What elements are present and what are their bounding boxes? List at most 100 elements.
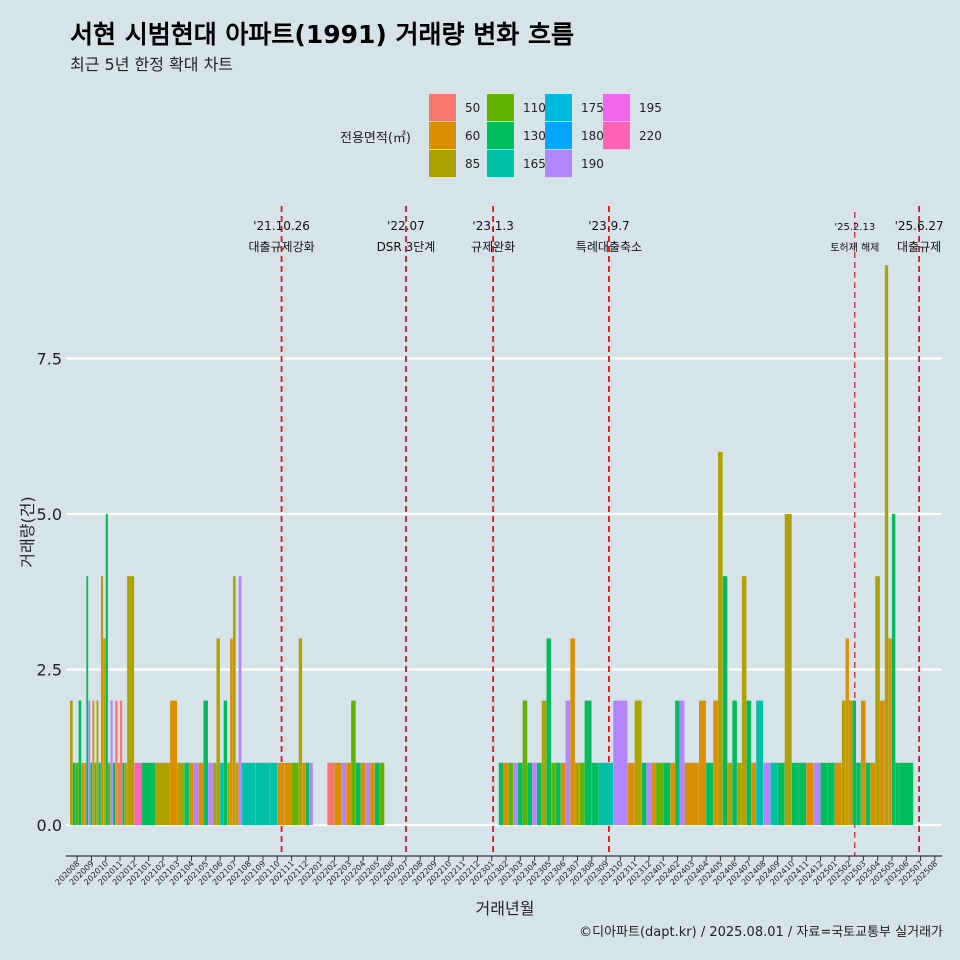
- bar: [532, 762, 537, 825]
- bar: [591, 762, 599, 825]
- bar: [684, 762, 699, 825]
- bar: [498, 762, 504, 825]
- legend-key: [487, 122, 514, 149]
- legend-label: 220: [639, 129, 662, 143]
- bar: [777, 762, 785, 825]
- bar: [865, 762, 871, 825]
- legend-key: [429, 122, 456, 149]
- bar: [763, 762, 771, 825]
- bar: [115, 700, 118, 825]
- event-label: 규제완화: [471, 240, 515, 254]
- bar: [117, 762, 120, 825]
- bar: [560, 762, 566, 825]
- bar: [888, 638, 892, 825]
- event-date: '25.2.13: [834, 222, 875, 233]
- legend-key: [429, 94, 456, 121]
- legend-key: [545, 150, 572, 177]
- bar: [284, 762, 292, 825]
- bar: [227, 762, 230, 825]
- event-label: DSR 3단계: [377, 240, 436, 254]
- bar: [598, 762, 614, 825]
- legend-label: 195: [639, 101, 662, 115]
- bar: [298, 638, 303, 825]
- bar: [613, 700, 628, 825]
- bar: [827, 762, 835, 825]
- bar: [305, 762, 310, 825]
- bar: [110, 700, 113, 825]
- legend-label: 110: [523, 101, 546, 115]
- event-date: '25.6.27: [895, 219, 944, 233]
- event-date: '22.07: [387, 219, 425, 233]
- bar: [241, 762, 256, 825]
- bar: [791, 762, 799, 825]
- bar: [556, 762, 561, 825]
- bar: [220, 762, 224, 825]
- bar: [895, 762, 899, 825]
- bar: [291, 762, 299, 825]
- bar: [513, 762, 518, 825]
- legend-key: [487, 94, 514, 121]
- bar: [232, 576, 236, 825]
- legend-label: 130: [523, 129, 546, 143]
- event-label: 대출규제: [897, 240, 941, 254]
- bar: [193, 762, 199, 825]
- bar: [663, 762, 671, 825]
- legend-label: 175: [581, 101, 604, 115]
- bar: [856, 762, 861, 825]
- event-date: '23.1.3: [472, 219, 513, 233]
- bar: [546, 638, 552, 825]
- bar: [127, 576, 135, 825]
- legend-key: [429, 150, 456, 177]
- bar: [508, 762, 513, 825]
- bar: [327, 762, 335, 825]
- bar: [551, 762, 556, 825]
- bar: [884, 265, 889, 825]
- bar: [899, 762, 914, 825]
- legend-label: 50: [465, 101, 480, 115]
- bar: [203, 700, 208, 825]
- bar: [875, 576, 880, 825]
- bar: [806, 762, 814, 825]
- bar: [570, 638, 575, 825]
- bar: [679, 700, 685, 825]
- bar: [270, 762, 278, 825]
- bar: [770, 762, 778, 825]
- chart-title: 서현 시범현대 아파트(1991) 거래량 변화 흐름: [70, 20, 574, 49]
- bar: [360, 762, 366, 825]
- event-date: '21.10.26: [253, 219, 310, 233]
- bar: [641, 762, 647, 825]
- bar: [103, 638, 106, 825]
- bar: [706, 762, 714, 825]
- bar: [541, 700, 547, 825]
- bar: [92, 700, 95, 825]
- bar: [565, 700, 571, 825]
- bar: [365, 762, 370, 825]
- legend-title: 전용면적(㎡): [340, 131, 411, 146]
- bar: [78, 700, 82, 825]
- bar: [845, 638, 849, 825]
- legend-label: 165: [523, 157, 546, 171]
- bar: [651, 762, 656, 825]
- bar: [656, 762, 664, 825]
- bar: [536, 762, 542, 825]
- bar: [334, 762, 342, 825]
- y-tick-label: 2.5: [37, 661, 62, 680]
- bar: [634, 700, 642, 825]
- bar: [718, 451, 723, 825]
- bar: [751, 762, 756, 825]
- bar: [309, 762, 313, 825]
- x-axis-title: 거래년월: [476, 899, 535, 918]
- bar: [355, 762, 361, 825]
- y-axis: 0.0 2.5 5.0 7.5: [37, 350, 62, 836]
- bar: [346, 762, 351, 825]
- bar: [784, 514, 792, 825]
- bar: [84, 762, 87, 825]
- bar: [198, 762, 204, 825]
- legend-key: [545, 122, 572, 149]
- bar: [86, 576, 89, 825]
- bar: [184, 762, 189, 825]
- bar: [860, 700, 866, 825]
- bar: [120, 700, 123, 825]
- bar: [379, 762, 385, 825]
- y-tick-label: 5.0: [37, 505, 62, 524]
